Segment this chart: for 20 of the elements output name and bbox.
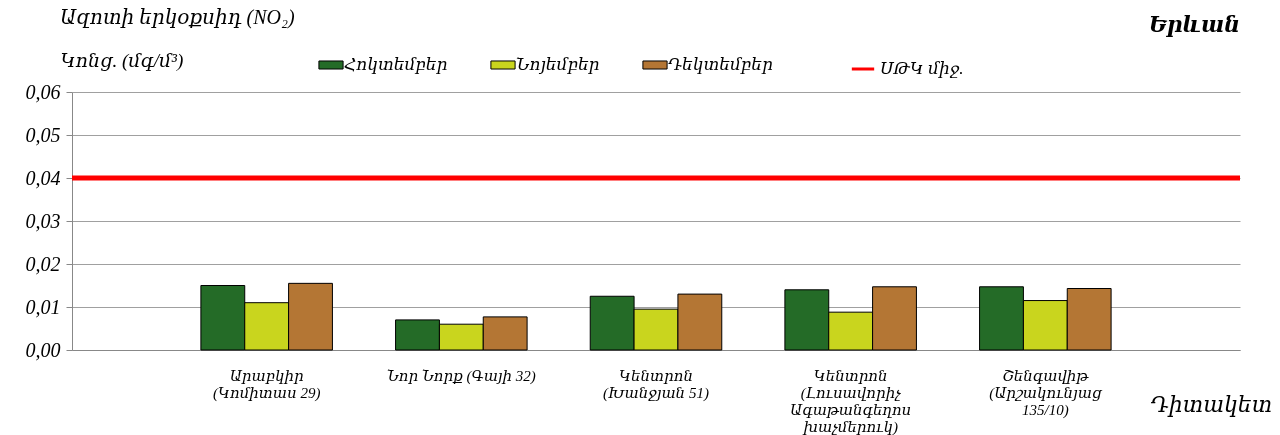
- chart-subtitle: Երևան: [1148, 12, 1240, 37]
- legend-label: Նոյեմբեր: [516, 55, 600, 74]
- y-tick-label: 0,00: [25, 338, 61, 361]
- y-tick-label: 0,03: [25, 209, 61, 232]
- x-tick-label: Կենտրոն (Խանջյան 51): [603, 367, 709, 402]
- legend-label: Հոկտեմբեր: [344, 55, 448, 74]
- x-tick-label: Արաբկիր (Կոմիտաս 29): [212, 367, 321, 402]
- chart-title: Ազոտի երկօքսիդ (NO₂): [60, 6, 295, 29]
- y-tick-label: 0,06: [25, 80, 61, 103]
- x-tick-label: Նոր Նորք (Գայի 32): [386, 367, 536, 385]
- x-axis-title: Դիտակետ: [1150, 391, 1273, 417]
- x-tick-label: Շենգավիթ (Արշակունյաց 135/10): [989, 367, 1103, 419]
- y-tick-label: 0,05: [25, 123, 61, 146]
- legend-label: Դեկտեմբեր: [668, 55, 774, 74]
- legend-label: ՍԹԿ միջ.: [880, 59, 964, 78]
- y-tick-label: 0,02: [25, 252, 61, 275]
- y-tick-label: 0,01: [25, 295, 61, 318]
- y-axis-title: Կոնց. (մգ/մ³): [60, 49, 184, 72]
- y-tick-label: 0,04: [25, 166, 61, 189]
- x-tick-label: Կենտրոն (Լուսավորիչ Ագաթանգեղոս խաչմերուկ): [790, 367, 912, 435]
